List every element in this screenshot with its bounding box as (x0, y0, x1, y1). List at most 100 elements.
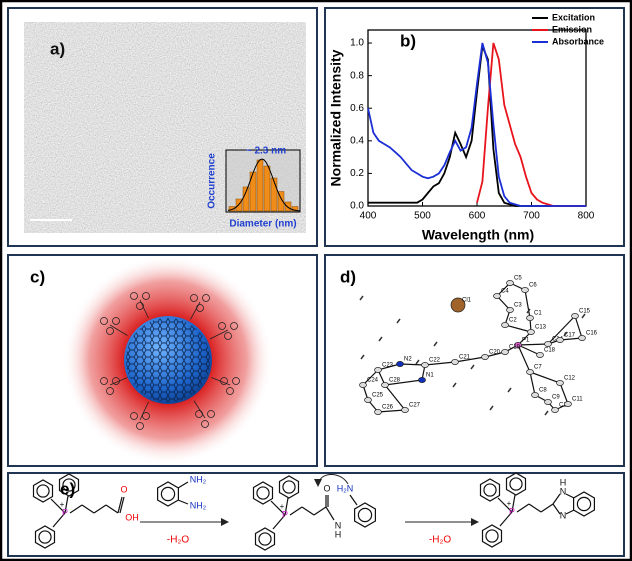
crystal-structure: Cl1C5C6C4C1C3C2C13P1C14C15C16C17C18C19C2… (359, 276, 598, 416)
atom-label: C13 (535, 325, 547, 331)
panel-label: a) (50, 39, 65, 58)
bond (524, 289, 531, 319)
bond (399, 363, 426, 366)
atom (506, 307, 514, 313)
bond (499, 511, 513, 527)
hydrogen (507, 387, 512, 393)
bond (52, 512, 66, 528)
benzene-ring (481, 524, 503, 548)
x-tick-label: 700 (523, 211, 540, 222)
atom-label: P (509, 506, 515, 516)
condition: -H₂O (429, 535, 451, 546)
bond (349, 494, 358, 506)
bond (424, 361, 456, 366)
atom-label: C25 (372, 393, 384, 399)
atom (506, 280, 514, 286)
ligand-ring (136, 302, 144, 310)
histogram-bar (284, 201, 292, 212)
atom-label: H₂N (337, 483, 354, 493)
panel-label: e) (60, 479, 75, 498)
hydrogen (359, 295, 364, 301)
bond (565, 509, 575, 515)
bond (565, 493, 575, 499)
aromatic-circle (485, 529, 499, 543)
atom-label: C5 (514, 276, 522, 282)
atom-label: Cl1 (462, 298, 472, 304)
atom (544, 399, 552, 405)
benzene-ring (505, 472, 527, 496)
ligand-ring (207, 410, 215, 418)
atom (571, 313, 579, 319)
ligand-bond (109, 324, 128, 336)
bond (64, 495, 69, 514)
atom (551, 407, 559, 413)
plot-frame (367, 29, 587, 207)
atom-label: N (335, 520, 342, 530)
bond (384, 379, 423, 386)
ligand-ring (130, 292, 138, 300)
atom-label: C3 (514, 303, 522, 309)
atom-label: P1 (522, 338, 530, 344)
ligand-ring (136, 422, 144, 430)
atom-label: NH₂ (190, 474, 207, 484)
ligand-ring (130, 412, 138, 420)
y-tick-label: 0.8 (350, 70, 364, 81)
panel-label: c) (30, 267, 45, 286)
atom-label: + (60, 500, 65, 509)
series-line (368, 42, 586, 207)
atom (359, 382, 367, 388)
atom-label: N (560, 486, 567, 496)
atom-label: C8 (539, 388, 547, 394)
atom-label: OH (125, 512, 139, 522)
atom-label: C4 (501, 289, 509, 295)
ligand-ring (142, 412, 150, 420)
inset-histogram (225, 149, 301, 213)
atom-label: C1 (534, 311, 542, 317)
legend-label: Excitation (552, 12, 595, 22)
hydrogen (544, 410, 549, 416)
atom (531, 392, 539, 398)
hydrogen (360, 354, 365, 360)
atom (481, 354, 489, 360)
atom (536, 352, 544, 358)
atom-label: N1 (426, 373, 434, 379)
bond (574, 315, 583, 339)
panel-a-frame (7, 7, 318, 247)
aromatic-circle (483, 483, 497, 497)
y-tick-label: 0.0 (350, 201, 364, 212)
bond (270, 500, 286, 516)
hydrogen (581, 313, 586, 319)
bond (117, 496, 123, 514)
ligand-ring (196, 304, 204, 312)
bond (517, 344, 531, 373)
ligand-ring (100, 377, 108, 385)
x-tick-label: 600 (469, 211, 486, 222)
bond (301, 506, 315, 516)
ligand-ring (100, 317, 108, 325)
hydrogen (563, 331, 568, 337)
bond (325, 506, 335, 521)
bond (377, 409, 406, 413)
benzene-ring (573, 491, 595, 517)
bond (504, 324, 532, 333)
panel-b-frame (324, 7, 625, 247)
atom-label: P (62, 507, 68, 517)
histogram-bar (263, 165, 271, 212)
atom (527, 329, 535, 335)
histogram-bar (291, 206, 299, 212)
aromatic-circle (258, 532, 272, 546)
surface-ligands (100, 292, 240, 430)
atom (421, 362, 429, 368)
atom-label: C15 (579, 309, 591, 315)
ligand-ring (106, 327, 114, 335)
ligand-ring (190, 294, 198, 302)
bond (105, 504, 119, 514)
curved-arrow (314, 474, 349, 487)
bond (119, 496, 125, 514)
hydrogen (378, 336, 383, 342)
benzene-ring (354, 502, 376, 528)
panel-label: b) (400, 31, 416, 50)
panel-e-frame (7, 472, 625, 557)
atom (544, 341, 552, 347)
atom (374, 409, 382, 415)
